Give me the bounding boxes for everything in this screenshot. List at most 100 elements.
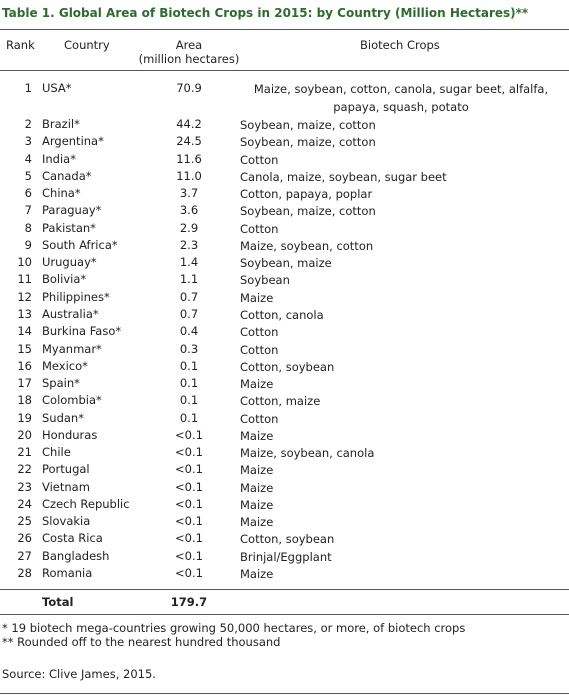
country: Australia* <box>42 306 99 321</box>
country: Sudan* <box>42 410 84 425</box>
area: 44.2 <box>176 117 202 131</box>
crops: Cotton <box>240 342 279 357</box>
country: Mexico* <box>42 358 88 373</box>
rank: 12 <box>17 289 32 304</box>
rank: 8 <box>24 220 32 235</box>
crops: Brinjal/Eggplant <box>240 549 332 564</box>
rank: 19 <box>17 410 32 425</box>
rank: 15 <box>17 341 32 356</box>
crops: Soybean, maize, cotton <box>240 118 376 132</box>
area: 70.9 <box>176 81 202 95</box>
column-header: Biotech Crops <box>360 38 440 52</box>
country: Colombia* <box>42 393 102 408</box>
country: Chile <box>42 445 71 460</box>
area: 2.3 <box>179 237 199 252</box>
area: 1.1 <box>179 272 199 287</box>
column-header: Area <box>175 38 203 52</box>
footnote: * 19 biotech mega-countries growing 50,0… <box>2 621 466 635</box>
rank: 18 <box>17 393 32 408</box>
country: Bolivia* <box>42 272 87 287</box>
country: USA* <box>42 81 72 95</box>
rank: 27 <box>17 548 32 563</box>
crops: Cotton, soybean <box>240 359 335 374</box>
country: Uruguay* <box>42 255 97 270</box>
rank: 24 <box>17 496 32 511</box>
rule <box>0 70 569 71</box>
area: 0.1 <box>179 410 199 425</box>
crops: Maize <box>240 515 274 530</box>
rank: 2 <box>24 117 32 131</box>
crops: Soybean <box>240 273 290 288</box>
crops: Maize <box>240 377 274 392</box>
country: Bangladesh <box>42 548 110 563</box>
crops: Cotton <box>240 325 279 340</box>
column-header: Rank <box>6 38 35 52</box>
country: Brazil* <box>42 117 80 131</box>
area: 2.9 <box>179 220 199 235</box>
country: Czech Republic <box>42 496 130 511</box>
rank: 9 <box>24 237 32 252</box>
area: 0.1 <box>179 376 199 391</box>
crops: Maize <box>240 480 274 495</box>
rank: 7 <box>24 203 32 218</box>
crops: Maize <box>240 567 274 582</box>
total-label: Total <box>42 595 74 609</box>
country: Myanmar* <box>42 341 102 356</box>
area: 0.1 <box>179 393 199 408</box>
rank: 4 <box>24 151 32 166</box>
country: South Africa* <box>42 237 118 252</box>
area: <0.1 <box>175 496 203 511</box>
country: Slovakia <box>42 514 91 529</box>
area: <0.1 <box>175 514 203 529</box>
country: Canada* <box>42 168 92 183</box>
rank: 10 <box>17 255 32 270</box>
rank: 11 <box>17 272 32 287</box>
country: Portugal <box>42 462 90 477</box>
crops: Soybean, maize <box>240 256 332 271</box>
country: Costa Rica <box>42 531 103 546</box>
rank: 20 <box>17 427 32 442</box>
country: Honduras <box>42 427 98 442</box>
total-value: 179.7 <box>170 595 208 609</box>
area: 11.6 <box>176 151 202 166</box>
area: 0.1 <box>179 358 199 373</box>
rank: 28 <box>17 566 32 581</box>
area: 3.6 <box>179 203 199 218</box>
area: <0.1 <box>175 445 203 460</box>
crops: Maize <box>240 428 274 443</box>
area: 0.7 <box>179 306 199 321</box>
rank: 14 <box>17 324 32 339</box>
footnote: ** Rounded off to the nearest hundred th… <box>2 635 281 649</box>
area: 24.5 <box>176 134 202 149</box>
area: <0.1 <box>175 531 203 546</box>
area: 0.4 <box>179 324 199 339</box>
crops: Soybean, maize, cotton <box>240 204 376 219</box>
rank: 3 <box>24 134 32 149</box>
rank: 21 <box>17 445 32 460</box>
area: <0.1 <box>175 462 203 477</box>
country: Vietnam <box>42 479 90 494</box>
rank: 25 <box>17 514 32 529</box>
crops: Maize <box>240 497 274 512</box>
area: 1.4 <box>179 255 199 270</box>
crops: Maize, soybean, canola <box>240 446 375 461</box>
crops: Cotton <box>240 221 279 236</box>
area: <0.1 <box>175 548 203 563</box>
area: 0.7 <box>179 289 199 304</box>
area: 0.3 <box>179 341 199 356</box>
crops: Soybean, maize, cotton <box>240 135 376 150</box>
area: 11.0 <box>176 168 202 183</box>
country: Spain* <box>42 376 80 391</box>
country: Burkina Faso* <box>42 324 122 339</box>
rule <box>0 589 569 590</box>
rank: 1 <box>24 81 32 95</box>
country: Philippines* <box>42 289 110 304</box>
area: 3.7 <box>179 186 199 201</box>
country: China* <box>42 186 81 201</box>
rank: 13 <box>17 306 32 321</box>
crops: Cotton, soybean <box>240 532 335 547</box>
rank: 23 <box>17 479 32 494</box>
area: <0.1 <box>175 427 203 442</box>
rank: 6 <box>24 186 32 201</box>
column-header: Country <box>64 38 110 52</box>
